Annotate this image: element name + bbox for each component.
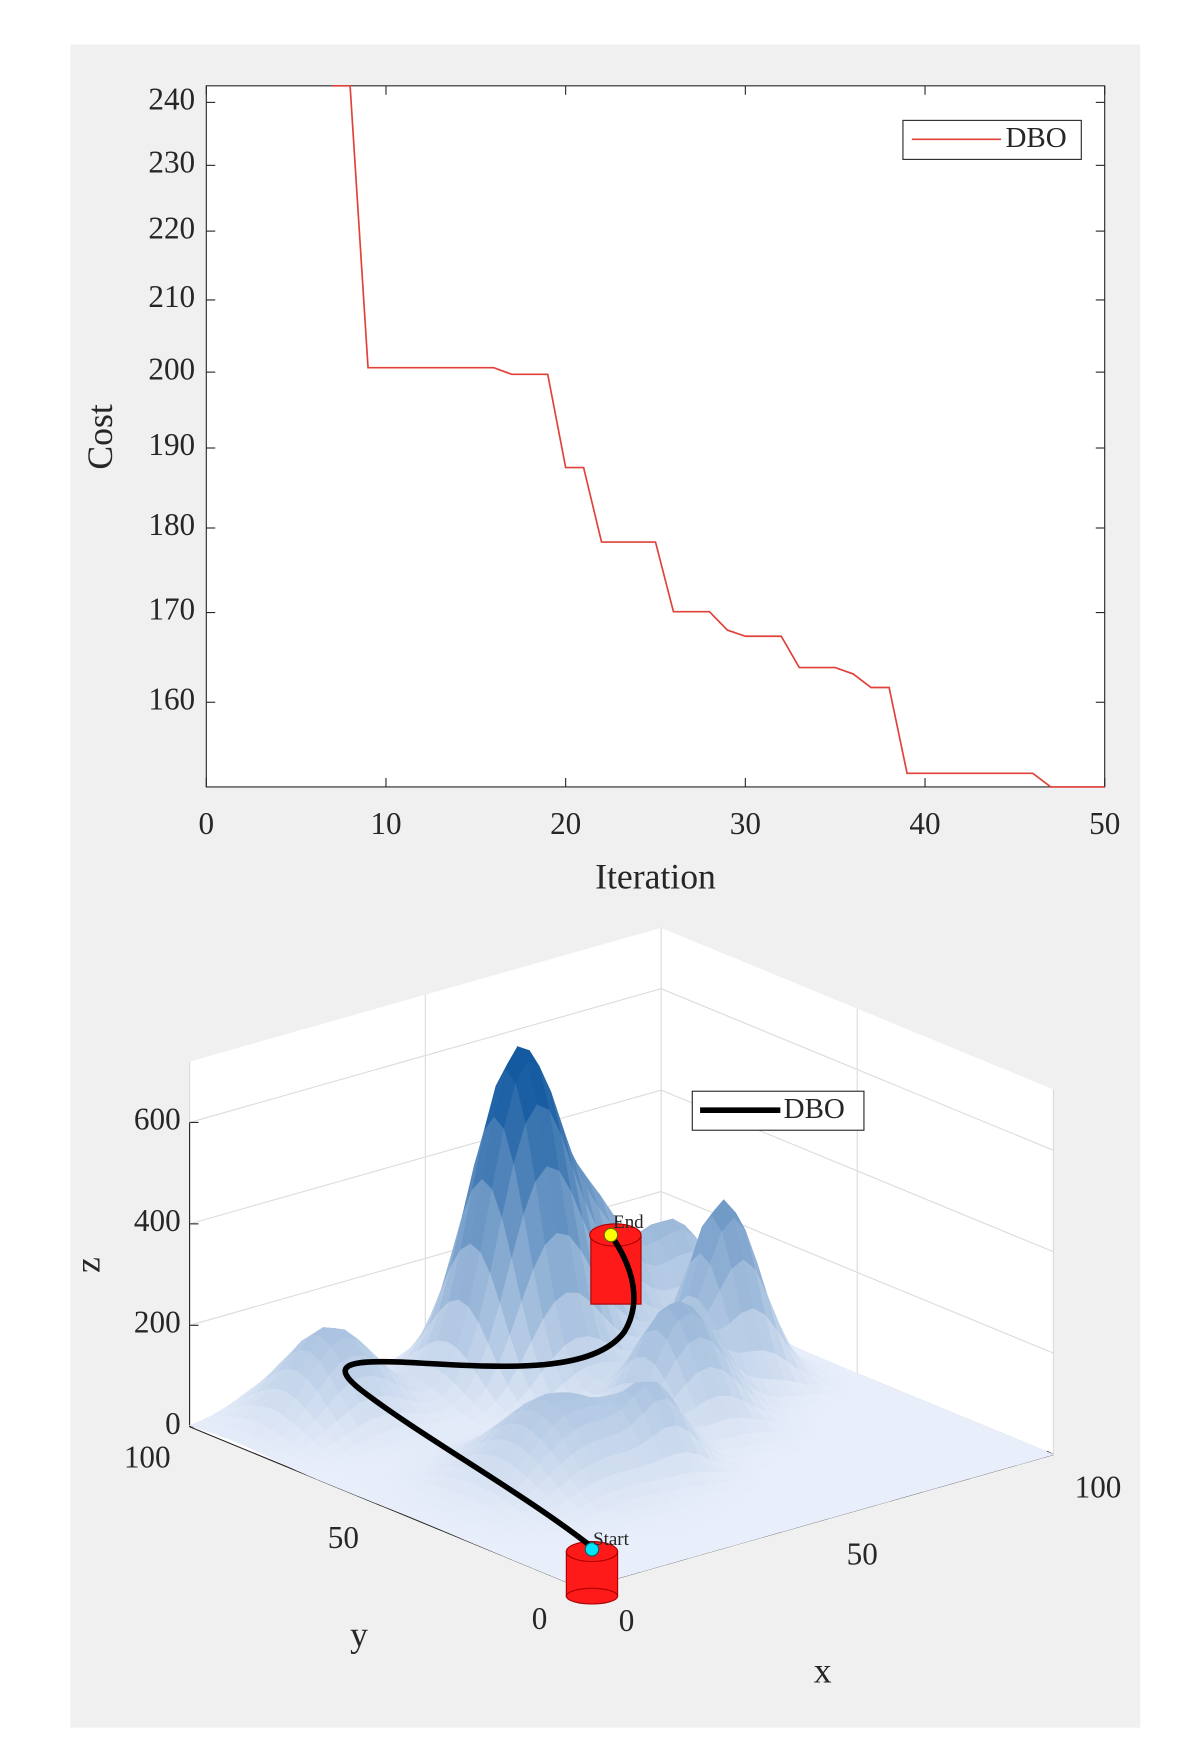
x-tick-label: 40 <box>909 806 940 841</box>
y-axis-label: Cost <box>80 404 120 469</box>
z-axis-label-3d: z <box>68 1257 108 1273</box>
y-tick-label: 160 <box>148 681 195 716</box>
plot-area <box>205 85 1106 788</box>
legend-3d: DBO <box>691 1090 865 1131</box>
legend-label: DBO <box>1005 122 1066 154</box>
y-tick-label: 0 <box>532 1601 548 1636</box>
y-tick-label: 220 <box>148 210 195 245</box>
legend: DBO <box>902 119 1082 160</box>
y-tick-label: 170 <box>148 592 195 627</box>
y-tick-label: 50 <box>328 1520 359 1555</box>
z-tick-label: 400 <box>134 1203 181 1238</box>
y-tick-label: 230 <box>148 145 195 180</box>
x-axis-label: Iteration <box>595 857 716 897</box>
y-tick-label: 180 <box>148 507 195 542</box>
x-axis-label-3d: x <box>814 1650 832 1690</box>
start-label: Start <box>593 1529 630 1550</box>
y-tick-label: 240 <box>148 82 195 117</box>
x-tick-label: 100 <box>1075 1469 1122 1504</box>
legend-label: DBO <box>784 1093 845 1125</box>
y-axis-label-3d: y <box>350 1615 368 1655</box>
y-tick-label: 190 <box>148 427 195 462</box>
z-tick-label: 200 <box>134 1304 181 1339</box>
route-line <box>342 1233 637 1550</box>
z-tick-label: 600 <box>134 1102 181 1137</box>
x-tick-label: 0 <box>199 806 215 841</box>
end-point <box>603 1227 619 1243</box>
z-tick-label: 0 <box>165 1406 181 1441</box>
y-tick-label: 200 <box>148 351 195 386</box>
surface <box>188 1046 1055 1589</box>
y-tick-label: 210 <box>148 279 195 314</box>
x-tick-label: 30 <box>730 806 761 841</box>
x-tick-label: 10 <box>370 806 401 841</box>
start-point <box>584 1542 600 1557</box>
x-tick-label: 0 <box>619 1603 635 1638</box>
x-tick-label: 20 <box>550 806 581 841</box>
x-tick-label: 50 <box>847 1536 878 1571</box>
y-tick-label: 100 <box>124 1439 171 1474</box>
end-label: End <box>613 1212 644 1233</box>
route: Start End <box>342 1212 644 1605</box>
start-obstacle-base <box>565 1587 619 1605</box>
series-line <box>332 84 1105 788</box>
x-tick-label: 50 <box>1089 806 1120 841</box>
